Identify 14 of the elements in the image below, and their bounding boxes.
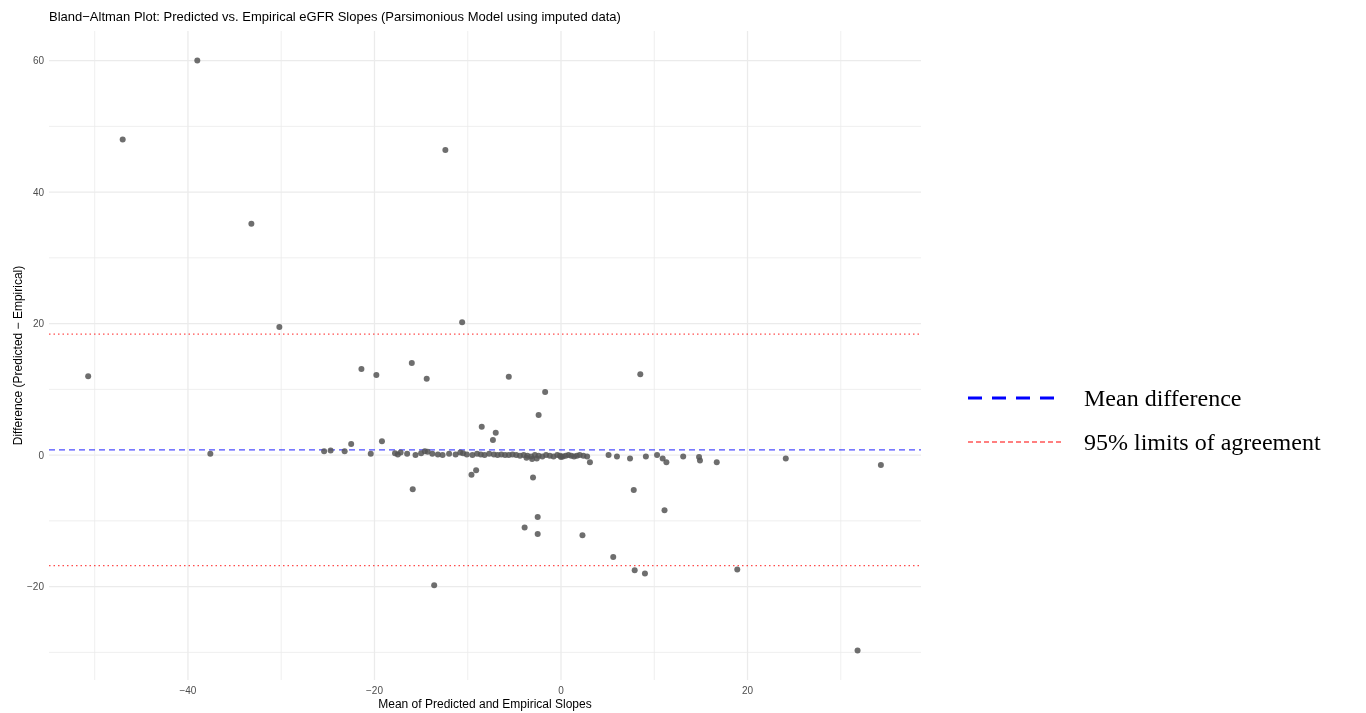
legend-label: 95% limits of agreement bbox=[1084, 429, 1321, 455]
y-tick-label: 0 bbox=[38, 449, 45, 461]
y-axis-title: Difference (Predicted − Empirical) bbox=[11, 265, 25, 446]
y-tick-label: 20 bbox=[32, 318, 45, 330]
y-tick-label: 60 bbox=[32, 55, 45, 67]
legend-label: Mean difference bbox=[1084, 385, 1242, 411]
x-tick-label: 0 bbox=[558, 685, 565, 696]
x-axis-title: Mean of Predicted and Empirical Slopes bbox=[378, 697, 592, 711]
x-tick-label: 20 bbox=[741, 685, 754, 696]
x-tick-label: −20 bbox=[366, 685, 384, 696]
y-tick-label: −20 bbox=[27, 581, 45, 593]
x-tick-label: −40 bbox=[179, 685, 197, 696]
chart-title: Bland−Altman Plot: Predicted vs. Empirical eGFR Slopes (Parsimonious Model using imputed data) bbox=[49, 9, 621, 24]
y-tick-label: 40 bbox=[32, 186, 45, 198]
